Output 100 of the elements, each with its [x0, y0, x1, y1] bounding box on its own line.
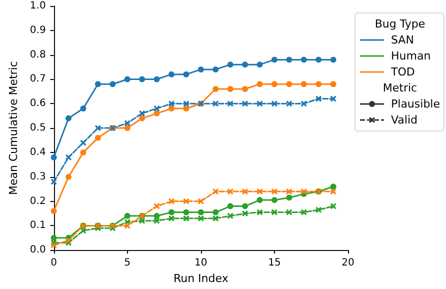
- point: [168, 71, 174, 78]
- point: [242, 86, 248, 92]
- point: [50, 208, 57, 214]
- point: [154, 218, 160, 224]
- legend-title: Bug Type: [374, 18, 426, 30]
- point: [154, 110, 160, 116]
- point: [183, 215, 190, 222]
- point: [168, 209, 174, 216]
- y-tick-label: 0.6: [30, 98, 46, 110]
- legend-label: TOD: [390, 66, 415, 78]
- point: [300, 81, 307, 88]
- point: [300, 209, 307, 216]
- point: [50, 178, 57, 185]
- point: [286, 188, 292, 195]
- point: [139, 110, 146, 116]
- point: [286, 194, 292, 201]
- point: [330, 184, 336, 190]
- x-tick-label: 20: [342, 258, 354, 269]
- y-tick-label: 0.8: [30, 49, 46, 60]
- point: [227, 203, 234, 210]
- text: Plausible: [391, 98, 440, 110]
- point: [300, 56, 307, 63]
- point: [124, 222, 130, 229]
- point: [256, 81, 263, 88]
- point: [227, 100, 234, 107]
- point: [94, 134, 101, 141]
- point: [183, 198, 190, 204]
- point: [212, 86, 219, 92]
- point: [256, 100, 263, 107]
- point: [256, 209, 263, 216]
- point: [124, 120, 130, 126]
- y-tick-label: 0.1: [30, 220, 46, 232]
- point: [271, 100, 278, 107]
- y-axis-title: Mean Cumulative Metric: [7, 61, 20, 196]
- point: [139, 218, 146, 224]
- point: [139, 115, 146, 122]
- point: [271, 56, 278, 63]
- y-tick-label: 0.5: [30, 122, 46, 134]
- point: [168, 100, 174, 107]
- point: [80, 140, 86, 146]
- point: [300, 100, 307, 107]
- point: [154, 76, 160, 82]
- point: [80, 106, 86, 112]
- point: [183, 106, 190, 112]
- point: [316, 81, 322, 88]
- point: [66, 237, 72, 244]
- text: Valid: [391, 114, 418, 126]
- x-axis-title: Run Index: [173, 272, 229, 285]
- point: [286, 100, 292, 107]
- point: [227, 86, 234, 92]
- point: [330, 203, 336, 210]
- point: [316, 96, 322, 102]
- y-tick-label: 0.0: [30, 244, 46, 256]
- point: [124, 125, 130, 132]
- legend-label: Human: [391, 50, 431, 62]
- y-tick-label: 1.0: [30, 0, 46, 12]
- point: [212, 209, 219, 216]
- point: [94, 125, 101, 132]
- y-tick-label: 0.4: [30, 146, 46, 158]
- point: [330, 188, 336, 195]
- point: [271, 209, 278, 216]
- point: [198, 215, 204, 222]
- point: [212, 215, 219, 222]
- point: [80, 228, 86, 234]
- point: [330, 56, 336, 63]
- point: [154, 203, 160, 210]
- point: [316, 206, 322, 213]
- point: [227, 188, 234, 195]
- point: [183, 71, 190, 78]
- point: [212, 100, 219, 107]
- point: [271, 188, 278, 195]
- y-tick-label: 0.7: [30, 74, 46, 85]
- point: [227, 62, 234, 68]
- x-tick-label: 5: [124, 258, 131, 269]
- x-tick-label: 15: [268, 258, 281, 269]
- point: [198, 198, 204, 204]
- point: [50, 154, 57, 160]
- point: [66, 115, 72, 122]
- point: [80, 149, 86, 156]
- point: [286, 81, 292, 88]
- y-tick-label: 0.2: [30, 196, 46, 207]
- y-tick-label: 0.3: [30, 171, 46, 182]
- text: Metric: [382, 82, 418, 94]
- point: [330, 81, 336, 88]
- point: [50, 234, 57, 241]
- point: [271, 197, 278, 204]
- point: [66, 174, 72, 180]
- point: [212, 188, 219, 195]
- x-tick-label: 0: [50, 258, 57, 269]
- point: [330, 96, 336, 102]
- point: [242, 210, 248, 216]
- point: [227, 212, 234, 219]
- point: [124, 76, 130, 82]
- point: [286, 56, 292, 63]
- point: [198, 66, 204, 72]
- point: [50, 242, 57, 248]
- point: [154, 212, 160, 219]
- point: [183, 209, 190, 216]
- point: [242, 188, 248, 195]
- y-tick-label: 0.9: [30, 24, 46, 36]
